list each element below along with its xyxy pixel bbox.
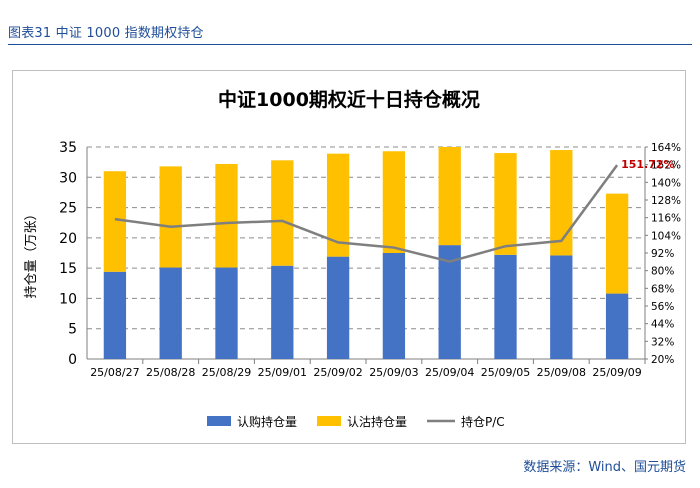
y2-tick-label: 32% [651,336,674,348]
source-note: 数据来源：Wind、国元期货 [523,460,686,475]
y2-tick-label: 140% [651,177,681,189]
bar-put [215,163,238,268]
bar-call [159,267,182,359]
x-tick-label: 25/09/01 [258,366,307,379]
y-tick-label: 20 [59,231,77,247]
x-tick-label: 25/08/27 [90,366,139,379]
y2-tick-label: 152% [651,160,681,172]
y-axis-label: 持仓量（万张） [24,207,39,298]
y2-tick-label: 104% [651,230,681,242]
figure-title: 图表31 中证 1000 指数期权持仓 [8,26,204,41]
bar-put [494,153,517,255]
bar-call [103,271,127,359]
bar-call [605,293,629,359]
bar-put [605,193,629,294]
bar-call [550,255,573,359]
x-tick-label: 25/09/03 [369,366,418,379]
x-tick-label: 25/08/29 [202,366,251,379]
bar-call [494,254,517,359]
bar-put [159,166,182,268]
bar-call [215,267,238,359]
bar-call [326,256,350,359]
x-tick-label: 25/09/05 [481,366,530,379]
bar-call [382,253,406,359]
bar-call [271,265,294,359]
chart-title: 中证1000期权近十日持仓概况 [218,89,480,111]
pc-last-label: 151.72% [621,158,674,171]
y-tick-label: 0 [68,352,77,368]
title-divider [8,44,692,45]
chart-container: 中证1000期权近十日持仓概况 0 5 10 15 20 25 30 35 20% 32% 44% 5… [12,70,686,444]
bar-call [438,245,461,359]
chart-svg: 0 5 10 15 20 25 30 35 20% 32% 44% 56% 68% 80% 92% 104% 1… [24,140,681,429]
bar-put [438,147,461,246]
legend-label-pc: 持仓P/C [461,414,505,429]
x-tick-label: 25/08/28 [146,366,195,379]
y-tick-label: 10 [59,291,77,307]
bar-put [550,150,573,256]
y-tick-label: 25 [59,201,77,217]
legend-swatch-call [207,416,231,426]
legend-label-put: 认沽持仓量 [347,414,407,429]
y-tick-label: 30 [59,170,77,186]
x-tick-label: 25/09/04 [425,366,474,379]
y2-tick-label: 80% [651,266,674,278]
y-tick-label: 5 [68,322,77,338]
y2-tick-label: 56% [651,301,674,313]
y2-tick-label: 128% [651,195,681,207]
legend-label-call: 认购持仓量 [237,414,297,429]
y2-tick-label: 20% [651,354,674,366]
y2-tick-label: 92% [651,248,674,260]
legend-swatch-put [317,416,341,426]
y2-tick-label: 164% [651,142,681,154]
bar-put [382,151,406,253]
y-tick-label: 15 [59,261,77,277]
bar-put [326,153,350,257]
bar-put [271,160,294,266]
x-tick-label: 25/09/02 [313,366,362,379]
pc-line [114,164,619,263]
bar-put [103,171,127,272]
y2-tick-label: 116% [651,213,681,225]
x-tick-label: 25/09/08 [537,366,586,379]
y-tick-label: 35 [59,140,77,156]
y2-tick-label: 44% [651,319,674,331]
x-tick-label: 25/09/09 [592,366,641,379]
y2-tick-label: 68% [651,283,674,295]
